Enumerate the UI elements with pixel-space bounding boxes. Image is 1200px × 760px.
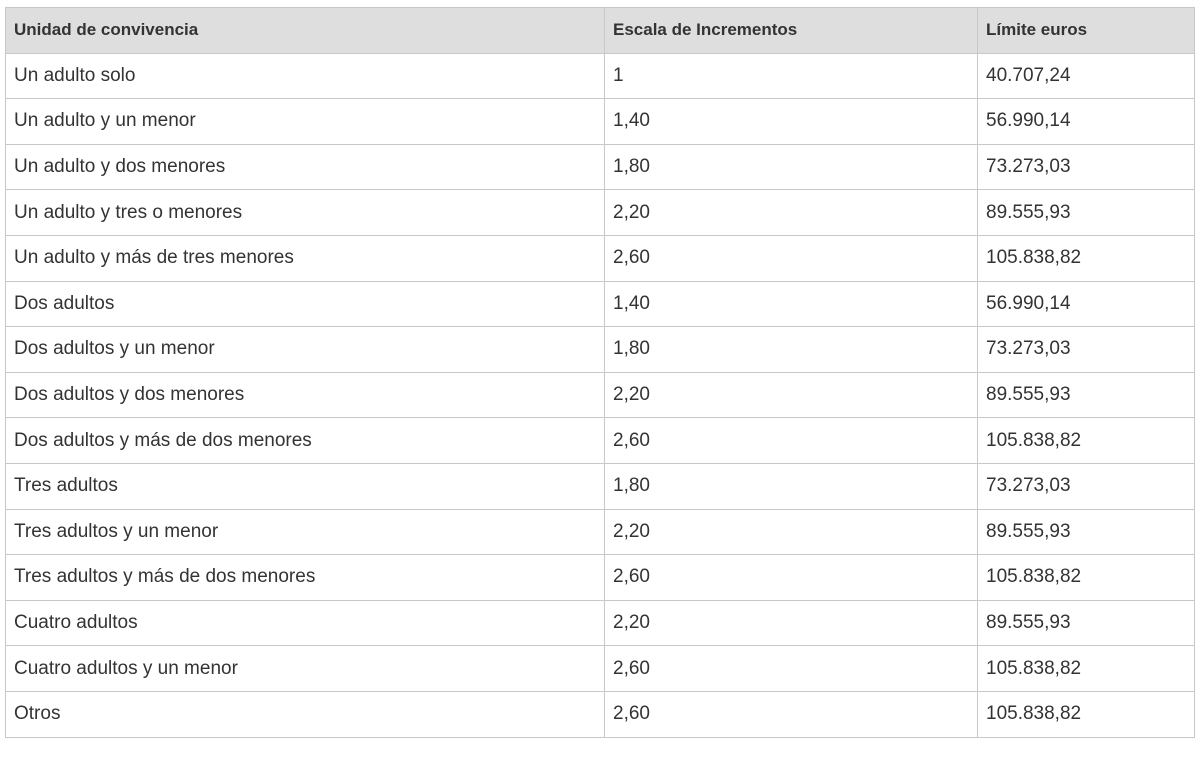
table-row: Tres adultos y más de dos menores 2,60 105…: [5, 554, 1195, 601]
header-unidad: Unidad de convivencia: [5, 7, 605, 54]
table-header-row: Unidad de convivencia Escala de Incremen…: [5, 7, 1195, 54]
table-row: Un adulto y más de tres menores 2,60 105.8…: [5, 234, 1195, 282]
cell-escala: 2,20: [604, 371, 978, 419]
cell-unidad: Tres adultos y un menor: [5, 508, 605, 556]
cell-unidad: Un adulto y un menor: [5, 98, 605, 145]
cell-escala: 1: [604, 52, 978, 100]
table-row: Otros 2,60 105.838,82: [5, 690, 1195, 738]
cell-limite: 105.838,82: [977, 690, 1195, 738]
table-row: Dos adultos 1,40 56.990,14: [5, 280, 1195, 328]
cell-escala: 2,60: [604, 554, 978, 601]
cell-escala: 1,40: [604, 280, 978, 328]
cell-escala: 2,20: [604, 508, 978, 556]
cell-unidad: Dos adultos y más de dos menores: [5, 417, 605, 464]
table-row: Cuatro adultos y un menor 2,60 105.838,82: [5, 645, 1195, 692]
cell-limite: 105.838,82: [977, 554, 1195, 601]
cell-escala: 1,80: [604, 462, 978, 510]
cell-unidad: Un adulto y tres o menores: [5, 189, 605, 236]
header-limite: Límite euros: [977, 7, 1195, 54]
table-row: Dos adultos y más de dos menores 2,60 105.…: [5, 417, 1195, 464]
cell-limite: 89.555,93: [977, 508, 1195, 556]
cell-unidad: Cuatro adultos y un menor: [5, 645, 605, 692]
cell-unidad: Un adulto y más de tres menores: [5, 234, 605, 282]
income-limits-table: Unidad de convivencia Escala de Incremen…: [5, 7, 1195, 738]
table-row: Un adulto y un menor 1,40 56.990,14: [5, 98, 1195, 145]
cell-escala: 2,20: [604, 189, 978, 236]
cell-escala: 1,80: [604, 143, 978, 191]
cell-unidad: Tres adultos y más de dos menores: [5, 554, 605, 601]
cell-unidad: Dos adultos: [5, 280, 605, 328]
table-row: Dos adultos y dos menores 2,20 89.555,93: [5, 371, 1195, 419]
table-row: Tres adultos y un menor 2,20 89.555,93: [5, 508, 1195, 556]
cell-limite: 73.273,03: [977, 143, 1195, 191]
cell-limite: 73.273,03: [977, 462, 1195, 510]
cell-unidad: Tres adultos: [5, 462, 605, 510]
cell-limite: 40.707,24: [977, 52, 1195, 100]
cell-limite: 73.273,03: [977, 326, 1195, 373]
cell-limite: 89.555,93: [977, 599, 1195, 647]
table-row: Tres adultos 1,80 73.273,03: [5, 462, 1195, 510]
cell-escala: 2,60: [604, 234, 978, 282]
cell-limite: 105.838,82: [977, 234, 1195, 282]
cell-escala: 1,80: [604, 326, 978, 373]
cell-unidad: Dos adultos y dos menores: [5, 371, 605, 419]
table-row: Un adulto solo 1 40.707,24: [5, 52, 1195, 100]
table-row: Dos adultos y un menor 1,80 73.273,03: [5, 326, 1195, 373]
cell-escala: 2,20: [604, 599, 978, 647]
cell-unidad: Un adulto y dos menores: [5, 143, 605, 191]
cell-unidad: Un adulto solo: [5, 52, 605, 100]
table-row: Un adulto y dos menores 1,80 73.273,03: [5, 143, 1195, 191]
cell-limite: 105.838,82: [977, 417, 1195, 464]
cell-unidad: Cuatro adultos: [5, 599, 605, 647]
cell-escala: 2,60: [604, 690, 978, 738]
cell-escala: 1,40: [604, 98, 978, 145]
header-escala: Escala de Incrementos: [604, 7, 978, 54]
cell-limite: 89.555,93: [977, 371, 1195, 419]
cell-limite: 89.555,93: [977, 189, 1195, 236]
table-row: Cuatro adultos 2,20 89.555,93: [5, 599, 1195, 647]
cell-unidad: Dos adultos y un menor: [5, 326, 605, 373]
cell-unidad: Otros: [5, 690, 605, 738]
cell-escala: 2,60: [604, 417, 978, 464]
cell-limite: 105.838,82: [977, 645, 1195, 692]
cell-escala: 2,60: [604, 645, 978, 692]
cell-limite: 56.990,14: [977, 280, 1195, 328]
cell-limite: 56.990,14: [977, 98, 1195, 145]
table-row: Un adulto y tres o menores 2,20 89.555,93: [5, 189, 1195, 236]
